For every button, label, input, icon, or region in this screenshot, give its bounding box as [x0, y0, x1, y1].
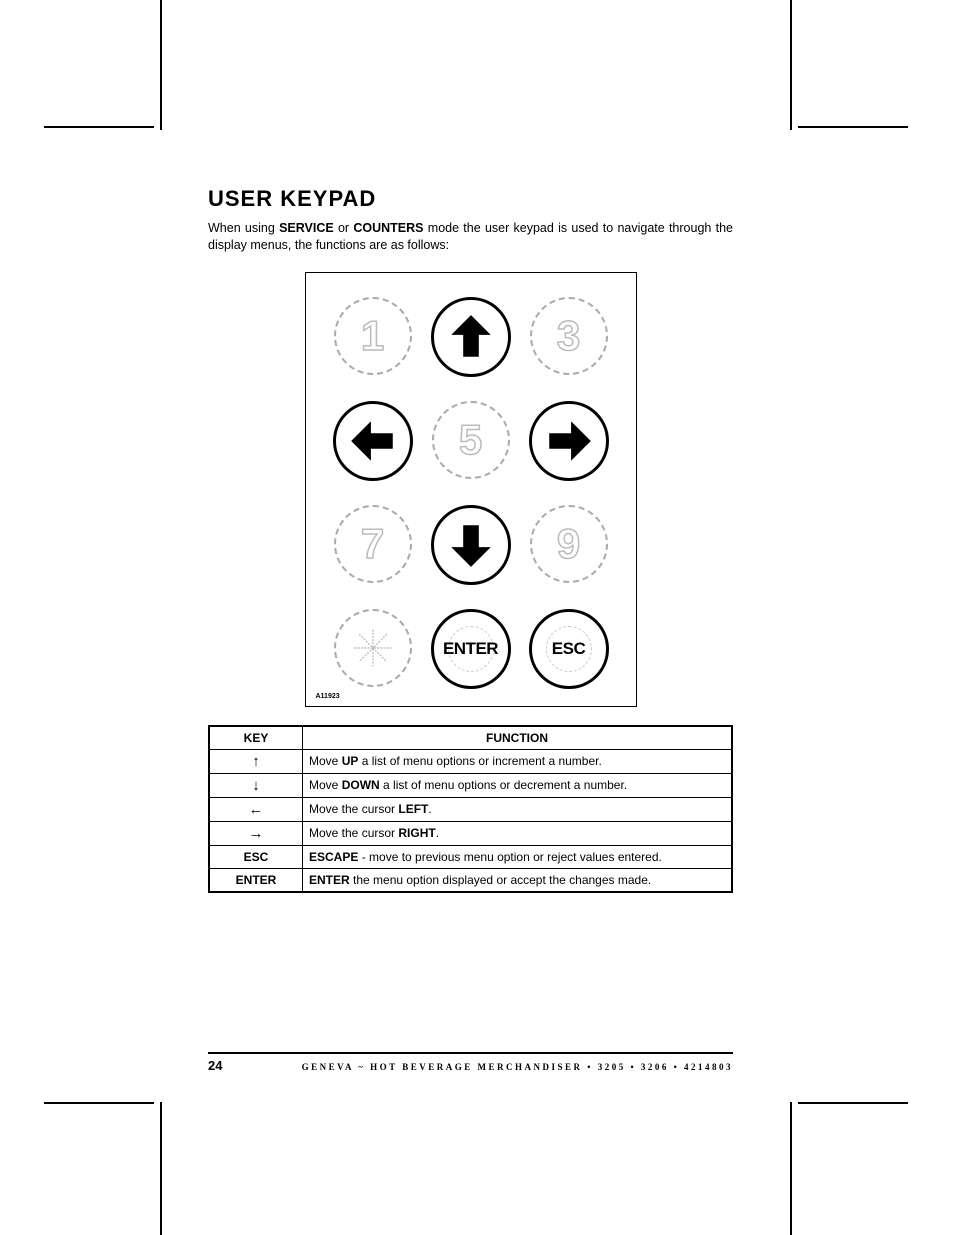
table-cell-key: ↓	[209, 773, 303, 797]
func-text: a list of menu options or increment a nu…	[358, 754, 601, 768]
crop-mark	[790, 1102, 792, 1235]
crop-mark	[44, 126, 154, 128]
func-bold: LEFT	[398, 802, 428, 816]
crop-mark	[44, 1102, 154, 1104]
arrow-right-icon	[543, 415, 595, 467]
intro-bold-counters: COUNTERS	[353, 221, 423, 235]
func-text: Move the cursor	[309, 802, 398, 816]
keypad-key-up	[431, 297, 511, 377]
func-bold: UP	[342, 754, 359, 768]
table-row: → Move the cursor RIGHT.	[209, 821, 732, 845]
arrow-glyph: ↑	[252, 753, 260, 770]
arrow-down-icon	[445, 519, 497, 571]
func-text: - move to previous menu option or reject…	[358, 850, 662, 864]
table-cell-key: ←	[209, 797, 303, 821]
intro-text: When using	[208, 221, 279, 235]
func-text: .	[436, 826, 439, 840]
intro-bold-service: SERVICE	[279, 221, 334, 235]
crop-mark	[790, 0, 792, 130]
func-text: the menu option displayed or accept the …	[350, 873, 652, 887]
arrow-glyph: →	[249, 825, 264, 842]
table-header-function: FUNCTION	[303, 726, 733, 750]
page: USER KEYPAD When using SERVICE or COUNTE…	[0, 0, 954, 1235]
func-text: .	[428, 802, 431, 816]
table-row: ← Move the cursor LEFT.	[209, 797, 732, 821]
keypad-diagram: 1 3 5	[305, 272, 637, 707]
table-cell-function: Move DOWN a list of menu options or decr…	[303, 773, 733, 797]
page-number: 24	[208, 1058, 222, 1073]
table-cell-key: ESC	[209, 845, 303, 868]
keypad-key-3: 3	[530, 297, 608, 375]
keypad-key-snowflake	[334, 609, 412, 687]
keypad-key-enter: ENTER	[431, 609, 511, 689]
keypad-key-5: 5	[432, 401, 510, 479]
arrow-left-icon	[347, 415, 399, 467]
crop-mark	[798, 1102, 908, 1104]
keypad-digit-9: 9	[557, 520, 580, 568]
keypad-key-left	[333, 401, 413, 481]
keypad-key-esc: ESC	[529, 609, 609, 689]
table-header-row: KEY FUNCTION	[209, 726, 732, 750]
func-text: a list of menu options or decrement a nu…	[380, 778, 627, 792]
func-text: Move the cursor	[309, 826, 398, 840]
keypad-key-down	[431, 505, 511, 585]
table-cell-function: Move the cursor RIGHT.	[303, 821, 733, 845]
table-header-key: KEY	[209, 726, 303, 750]
keypad-key-7: 7	[334, 505, 412, 583]
arrow-glyph: ↓	[252, 777, 260, 794]
table-row: ↓ Move DOWN a list of menu options or dec…	[209, 773, 732, 797]
diagram-ref-number: A11923	[306, 689, 636, 700]
footer-text: GENEVA ~ HOT BEVERAGE MERCHANDISER • 320…	[302, 1062, 733, 1072]
snowflake-icon	[350, 625, 396, 671]
table-cell-key: ↑	[209, 749, 303, 773]
intro-paragraph: When using SERVICE or COUNTERS mode the …	[208, 220, 733, 254]
keypad-key-1: 1	[334, 297, 412, 375]
func-bold: RIGHT	[398, 826, 435, 840]
func-bold: DOWN	[342, 778, 380, 792]
table-cell-function: Move UP a list of menu options or increm…	[303, 749, 733, 773]
arrow-up-icon	[445, 311, 497, 363]
keypad-label-esc: ESC	[552, 639, 585, 659]
crop-mark	[160, 0, 162, 130]
crop-mark	[160, 1102, 162, 1235]
page-footer: 24 GENEVA ~ HOT BEVERAGE MERCHANDISER • …	[208, 1052, 733, 1073]
table-cell-key: ENTER	[209, 868, 303, 892]
keypad-grid: 1 3 5	[306, 297, 636, 689]
func-bold: ESCAPE	[309, 850, 358, 864]
intro-text: or	[334, 221, 354, 235]
keypad-digit-3: 3	[557, 312, 580, 360]
keypad-key-right	[529, 401, 609, 481]
arrow-glyph: ←	[249, 801, 264, 818]
keypad-label-enter: ENTER	[443, 639, 498, 659]
keypad-key-9: 9	[530, 505, 608, 583]
keypad-digit-7: 7	[361, 520, 384, 568]
func-text: Move	[309, 778, 342, 792]
table-cell-function: ESCAPE - move to previous menu option or…	[303, 845, 733, 868]
table-cell-function: ENTER the menu option displayed or accep…	[303, 868, 733, 892]
content-area: USER KEYPAD When using SERVICE or COUNTE…	[208, 186, 733, 893]
table-row: ENTERENTER the menu option displayed or …	[209, 868, 732, 892]
func-text: Move	[309, 754, 342, 768]
keypad-digit-1: 1	[361, 312, 384, 360]
table-row: ESCESCAPE - move to previous menu option…	[209, 845, 732, 868]
crop-mark	[798, 126, 908, 128]
keypad-digit-5: 5	[459, 416, 482, 464]
table-cell-function: Move the cursor LEFT.	[303, 797, 733, 821]
func-bold: ENTER	[309, 873, 350, 887]
table-cell-key: →	[209, 821, 303, 845]
function-table: KEY FUNCTION ↑ Move UP a list of menu opt…	[208, 725, 733, 893]
section-heading: USER KEYPAD	[208, 186, 733, 212]
table-row: ↑ Move UP a list of menu options or incre…	[209, 749, 732, 773]
